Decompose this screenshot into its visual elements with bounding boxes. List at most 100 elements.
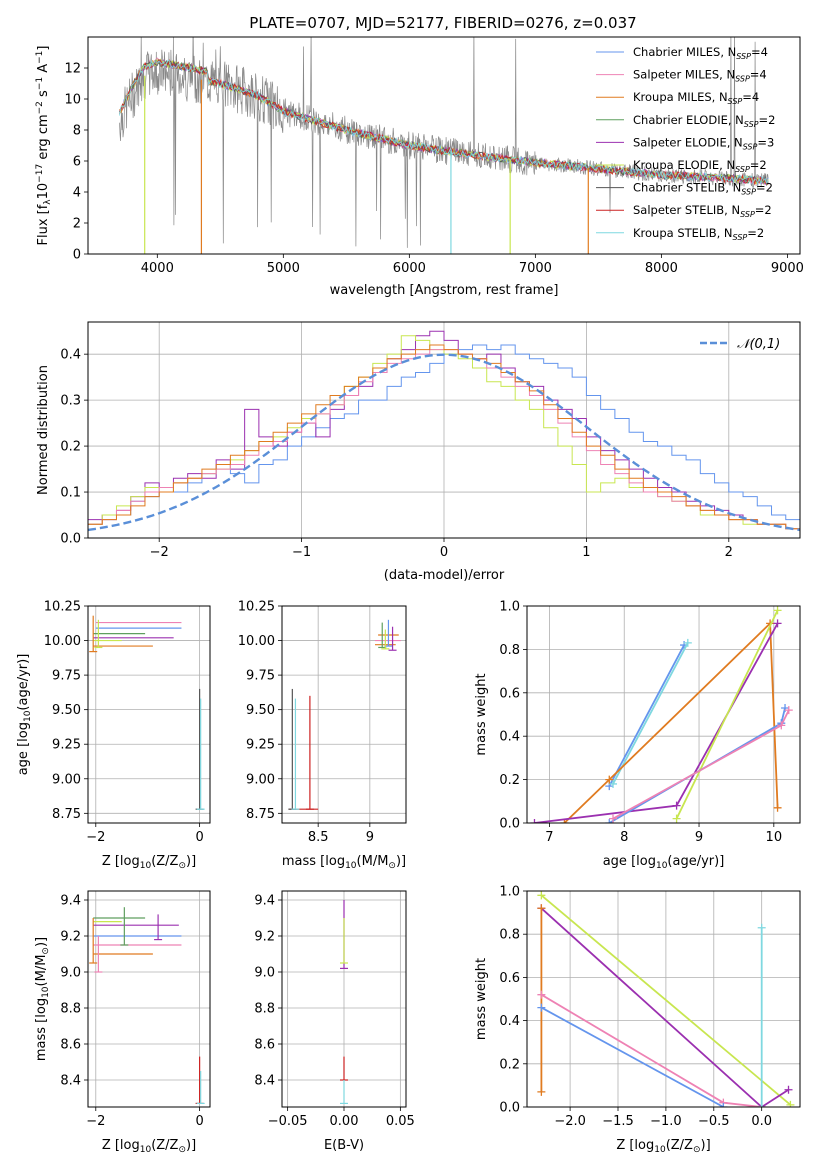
weight-series-line xyxy=(612,642,689,785)
weight-point-marker xyxy=(757,1103,766,1107)
weight-point-marker xyxy=(537,1087,546,1096)
weight-point-marker xyxy=(605,819,614,823)
age_vs_mass-xtick-label: 8.5 xyxy=(308,830,329,845)
mass_vs_Z-ytick-label: 8.4 xyxy=(60,1074,81,1089)
legend-label-tail: =4 xyxy=(750,68,767,82)
mass_vs_ebv-xtick-label: 0.05 xyxy=(386,1114,415,1129)
weight-point-marker xyxy=(537,1003,546,1012)
weight-series-line xyxy=(540,907,789,1107)
weight-point-marker xyxy=(609,779,618,788)
weight_vs_Z-ytick-label: 0.6 xyxy=(499,971,520,986)
weight_vs_Z-xtick-label: −2.0 xyxy=(554,1114,586,1129)
histogram-series xyxy=(88,330,800,530)
weight-series-line xyxy=(534,622,779,823)
legend-label: Kroupa MILES, NSSP=4 xyxy=(633,90,759,106)
spectrum-plot-area xyxy=(119,37,769,254)
mass_vs_ebv-ytick-label: 8.4 xyxy=(254,1074,275,1089)
residuals-ytick-label: 0.2 xyxy=(60,440,81,455)
spectrum-xtick-label: 9000 xyxy=(771,261,804,276)
legend-label-name: Chabrier STELIB, N xyxy=(633,181,741,195)
weight-series-line xyxy=(608,644,685,787)
age_vs_mass-ytick-label: 9.00 xyxy=(246,772,275,787)
mass-vs-Z-ylabel-part: )] xyxy=(34,937,49,947)
residuals-xlabel: (data-model)/error xyxy=(384,568,505,583)
mass_vs_ebv-axes: −0.05 0.00 0.05 8.4 8.6 8.8 9.0 9.2 9.4 xyxy=(254,891,415,1129)
histogram-series xyxy=(88,344,800,530)
weight-point-marker xyxy=(683,638,692,647)
weight-series-line xyxy=(540,1006,724,1107)
spectrum-ylabel-part: A xyxy=(36,64,51,77)
weight-series-line xyxy=(540,894,791,1106)
legend-label-sub: SSP xyxy=(741,188,756,197)
weight-series-line xyxy=(540,993,762,1107)
residuals-axes: −2 −1 0 1 2 0.0 0.1 0.2 0.3 0.4 xyxy=(60,322,800,560)
mass_vs_Z-ytick-label: 8.8 xyxy=(60,1002,81,1017)
spectrum-xtick-label: 5000 xyxy=(267,261,300,276)
mass_vs_Z-frame xyxy=(87,890,211,1108)
mass_vs_ebv-plot-area xyxy=(340,900,348,1105)
spectrum-ytick-label: 12 xyxy=(64,62,81,77)
age-vs-mass-xlabel-part: mass [log xyxy=(282,854,345,869)
age_vs_Z-plot-area xyxy=(89,615,205,810)
mass-vs-Z-xlabel-part: Z [log xyxy=(102,1138,140,1153)
weight_vs_age-ytick-label: 0.6 xyxy=(499,686,520,701)
weight_vs_Z-plot-area xyxy=(537,891,795,1107)
weight_vs_age-ytick-label: 0.0 xyxy=(499,817,520,832)
age-vs-Z-ylabel-part: age [log xyxy=(16,722,31,775)
legend-label-sub: SSP xyxy=(728,97,743,106)
residuals-plot-area xyxy=(88,330,800,532)
weight-vs-age-xlabel: age [log10(age/yr)] xyxy=(603,854,725,871)
spectrum-ylabel: Flux [fλ10−17 erg cm−2 s−1 A−1] xyxy=(35,46,53,246)
weight-series-line xyxy=(612,709,790,820)
legend-label: Chabrier ELODIE, NSSP=2 xyxy=(633,113,775,129)
age-vs-mass-xlabel-part: )] xyxy=(396,854,406,869)
legend-label-sub: SSP xyxy=(733,233,748,242)
weight-point-marker xyxy=(757,923,766,932)
mass-vs-Z-xlabel-part: (Z/Z xyxy=(151,1138,178,1153)
residuals-xtick-label: −2 xyxy=(150,545,169,560)
weight_vs_Z-xtick-label: 0.0 xyxy=(751,1114,772,1129)
weight_vs_Z-ytick-label: 1.0 xyxy=(499,885,520,900)
weight-point-marker xyxy=(530,819,539,823)
mass_vs_ebv-ytick-label: 8.8 xyxy=(254,1002,275,1017)
mass_vs_ebv-ytick-label: 9.0 xyxy=(254,966,275,981)
age_vs_Z-ytick-label: 9.25 xyxy=(52,738,81,753)
legend-label-tail: =2 xyxy=(755,203,772,217)
weight_vs_Z-axes: −2.0 −1.5 −1.0 −0.5 0.0 0.0 0.2 0.4 0.6 0.8 1.0 xyxy=(499,885,800,1129)
weight_vs_Z-xtick-label: −1.0 xyxy=(650,1114,682,1129)
weight-point-marker xyxy=(784,706,793,715)
age-vs-Z-xlabel: Z [log10(Z/Z⊙)] xyxy=(102,854,196,871)
spectrum-ylabel-part: ] xyxy=(36,46,51,51)
weight-point-marker xyxy=(537,904,546,913)
weight-point-marker xyxy=(784,1085,793,1094)
weight_vs_Z-ytick-label: 0.2 xyxy=(499,1057,520,1072)
weight-vs-Z-xlabel-part: ⊙ xyxy=(693,1145,701,1155)
mass_vs_Z-xtick-label: 0 xyxy=(195,1114,203,1129)
age-vs-Z-xlabel-part: (Z/Z xyxy=(151,854,178,869)
residuals-ytick-label: 0.4 xyxy=(60,348,81,363)
mass_vs_ebv-frame xyxy=(281,890,407,1108)
legend-label-name: Salpeter ELODIE, N xyxy=(633,135,743,149)
mass-vs-Z-xlabel: Z [log10(Z/Z⊙)] xyxy=(102,1138,196,1155)
age_vs_mass-axes: 8.5 9 8.75 9.00 9.25 9.50 9.75 10.00 10.25 xyxy=(238,600,406,845)
legend-label: Chabrier STELIB, NSSP=2 xyxy=(633,181,773,197)
weight-point-marker xyxy=(609,814,618,823)
residuals-xtick-label: 0 xyxy=(440,545,448,560)
weight_vs_Z-ylabel: mass weight xyxy=(474,958,489,1040)
spectrum-ytick-label: 8 xyxy=(73,124,81,139)
age_vs_Z-axes: −2 0 8.75 9.00 9.25 9.50 9.75 10.00 10.25 xyxy=(44,600,210,845)
spectrum-axes: 4000 5000 6000 7000 8000 9000 0 2 4 6 8 10 12 xyxy=(64,62,803,277)
mass-vs-Z-xlabel-part: 10 xyxy=(140,1145,152,1155)
figure-title: PLATE=0707, MJD=52177, FIBERID=0276, z=0… xyxy=(249,14,636,32)
age-vs-Z-xlabel-part: ⊙ xyxy=(178,861,186,871)
legend-label-sub: SSP xyxy=(735,75,750,84)
legend-label-name: Chabrier ELODIE, N xyxy=(633,113,744,127)
spectrum-ylabel-part: λ xyxy=(43,199,53,205)
weight_vs_Z-frame xyxy=(526,890,801,1108)
weight-series-line xyxy=(563,621,779,823)
weight-vs-age-xlabel-part: age [log xyxy=(603,854,656,869)
age_vs_Z-xtick-label: −2 xyxy=(86,830,105,845)
weight-point-marker xyxy=(777,721,786,730)
spectrum-xlabel: wavelength [Angstrom, rest frame] xyxy=(330,283,559,298)
